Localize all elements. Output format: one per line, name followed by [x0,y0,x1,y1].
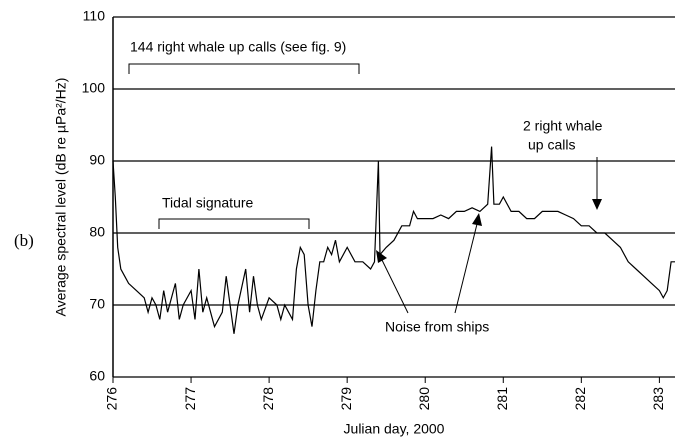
y-tick-label: 100 [82,80,106,96]
data-line [112,146,675,334]
annotation: 144 right whale up calls (see fig. 9) [130,39,346,55]
arrow-head [472,213,482,226]
x-tick-label: 276 [104,387,120,411]
bracket [158,218,310,229]
x-tick-label: 278 [260,387,276,411]
annotation: up calls [528,137,575,153]
y-tick-label: 70 [89,296,105,312]
annotation: Noise from ships [385,319,489,335]
arrow [454,223,478,314]
bracket [128,63,360,74]
y-tick-label: 90 [89,152,105,168]
arrow [381,259,409,314]
x-tick-label: 281 [494,387,510,411]
x-tick-label: 277 [182,387,198,411]
x-tick-label: 280 [416,387,432,411]
y-tick-label: 80 [89,224,105,240]
x-axis-label: Julian day, 2000 [344,421,445,437]
x-tick-label: 279 [338,387,354,411]
annotation: 2 right whale [523,118,603,134]
x-tick-label: 283 [650,387,666,411]
y-axis-label: Average spectral level (dB re µPa²/Hz) [53,78,69,317]
arrow-head [376,250,387,263]
arrow-head [592,199,602,210]
y-tick-label: 60 [89,368,105,384]
x-tick-label: 282 [572,387,588,411]
y-tick-label: 110 [83,8,106,24]
panel-label: (b) [14,231,34,250]
annotation: Tidal signature [162,195,254,211]
